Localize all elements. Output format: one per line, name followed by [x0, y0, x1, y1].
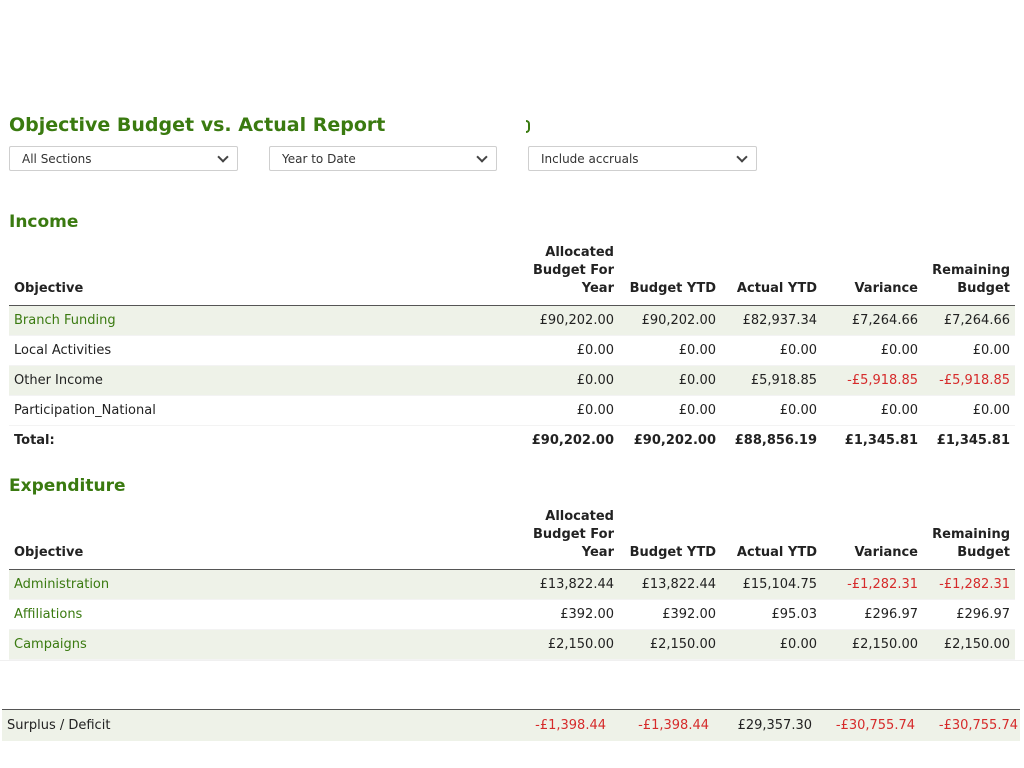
income-heading: Income	[9, 212, 79, 232]
cell-budget-ytd: £392.00	[619, 599, 721, 630]
col-actual-ytd: Actual YTD	[721, 508, 822, 570]
cell-allocated: £90,202.00	[517, 305, 619, 336]
total-allocated: £90,202.00	[531, 433, 614, 448]
accruals-select[interactable]: Include accruals	[528, 146, 757, 171]
col-remaining: Remaining Budget	[923, 508, 1015, 570]
cell-variance: £0.00	[822, 395, 923, 426]
col-variance: Variance	[822, 508, 923, 570]
cell-actual-ytd: £15,104.75	[721, 569, 822, 600]
page-title: Objective Budget vs. Actual Report	[9, 114, 386, 136]
total-budget-ytd: £90,202.00	[633, 433, 716, 448]
cell-remaining: £2,150.00	[923, 629, 1015, 660]
table-row: Campaigns £2,150.00 £2,150.00 £0.00 £2,1…	[9, 629, 1015, 660]
cell-budget-ytd: £90,202.00	[619, 305, 721, 336]
surplus-actual-ytd: £29,357.30	[737, 718, 812, 733]
col-objective: Objective	[9, 508, 517, 570]
surplus-budget-ytd: -£1,398.44	[638, 718, 709, 733]
chevron-down-icon	[217, 150, 229, 163]
cell-budget-ytd: £13,822.44	[619, 569, 721, 600]
divider	[0, 660, 1024, 661]
col-budget-ytd: Budget YTD	[619, 244, 721, 306]
total-remaining: £1,345.81	[936, 433, 1010, 448]
period-select-value: Year to Date	[282, 151, 356, 166]
col-remaining: Remaining Budget	[923, 244, 1015, 306]
cell-variance: £7,264.66	[822, 305, 923, 336]
surplus-deficit-row: Surplus / Deficit -£1,398.44 -£1,398.44 …	[2, 709, 1020, 741]
cell-allocated: £0.00	[517, 335, 619, 366]
objective-label: Local Activities	[9, 335, 517, 366]
total-label: Total:	[14, 433, 55, 448]
table-row: Local Activities £0.00 £0.00 £0.00 £0.00…	[9, 335, 1015, 366]
col-allocated: Allocated Budget For Year	[517, 244, 619, 306]
col-variance: Variance	[822, 244, 923, 306]
table-header: Objective Allocated Budget For Year Budget…	[9, 244, 1015, 306]
total-row: Total: £90,202.00 £90,202.00 £88,856.19 …	[9, 426, 1015, 456]
cell-remaining: -£5,918.85	[923, 365, 1015, 396]
chevron-down-icon	[476, 150, 488, 163]
cell-variance: £296.97	[822, 599, 923, 630]
cell-variance: £0.00	[822, 335, 923, 366]
cell-actual-ytd: £95.03	[721, 599, 822, 630]
cell-remaining: £0.00	[923, 335, 1015, 366]
cell-allocated: £2,150.00	[517, 629, 619, 660]
expenditure-table: Objective Allocated Budget For Year Budget…	[9, 508, 1015, 660]
table-row: Administration £13,822.44 £13,822.44 £15…	[9, 569, 1015, 600]
cell-allocated: £0.00	[517, 365, 619, 396]
cell-variance: -£1,282.31	[822, 569, 923, 600]
period-select[interactable]: Year to Date	[269, 146, 497, 171]
cell-actual-ytd: £0.00	[721, 629, 822, 660]
total-actual-ytd: £88,856.19	[734, 433, 817, 448]
surplus-remaining: -£30,755.74	[938, 718, 1018, 733]
objective-link[interactable]: Administration	[9, 569, 517, 600]
table-row: Affiliations £392.00 £392.00 £95.03 £296…	[9, 599, 1015, 630]
cell-allocated: £392.00	[517, 599, 619, 630]
income-table: Objective Allocated Budget For Year Budget…	[9, 244, 1015, 455]
table-row: Other Income £0.00 £0.00 £5,918.85 -£5,9…	[9, 365, 1015, 396]
cell-budget-ytd: £0.00	[619, 335, 721, 366]
expenditure-heading: Expenditure	[9, 476, 126, 496]
cell-budget-ytd: £2,150.00	[619, 629, 721, 660]
section-select-value: All Sections	[22, 151, 92, 166]
col-budget-ytd: Budget YTD	[619, 508, 721, 570]
section-select[interactable]: All Sections	[9, 146, 238, 171]
cell-variance: -£5,918.85	[822, 365, 923, 396]
surplus-allocated: -£1,398.44	[535, 718, 606, 733]
surplus-variance: -£30,755.74	[835, 718, 915, 733]
col-actual-ytd: Actual YTD	[721, 244, 822, 306]
surplus-label: Surplus / Deficit	[7, 718, 111, 733]
table-row: Branch Funding £90,202.00 £90,202.00 £82…	[9, 305, 1015, 336]
cell-variance: £2,150.00	[822, 629, 923, 660]
cell-remaining: -£1,282.31	[923, 569, 1015, 600]
col-allocated: Allocated Budget For Year	[517, 508, 619, 570]
cell-remaining: £296.97	[923, 599, 1015, 630]
table-header: Objective Allocated Budget For Year Budget…	[9, 508, 1015, 570]
cell-actual-ytd: £0.00	[721, 395, 822, 426]
chevron-down-icon	[736, 150, 748, 163]
cell-allocated: £13,822.44	[517, 569, 619, 600]
cell-allocated: £0.00	[517, 395, 619, 426]
cell-actual-ytd: £5,918.85	[721, 365, 822, 396]
partial-indicator	[526, 120, 530, 133]
cell-budget-ytd: £0.00	[619, 365, 721, 396]
cell-actual-ytd: £82,937.34	[721, 305, 822, 336]
total-variance: £1,345.81	[844, 433, 918, 448]
objective-label: Other Income	[9, 365, 517, 396]
cell-actual-ytd: £0.00	[721, 335, 822, 366]
objective-link[interactable]: Affiliations	[9, 599, 517, 630]
cell-remaining: £7,264.66	[923, 305, 1015, 336]
cell-remaining: £0.00	[923, 395, 1015, 426]
table-row: Participation_National £0.00 £0.00 £0.00…	[9, 395, 1015, 426]
accruals-select-value: Include accruals	[541, 151, 639, 166]
objective-link[interactable]: Campaigns	[9, 629, 517, 660]
col-objective: Objective	[9, 244, 517, 306]
cell-budget-ytd: £0.00	[619, 395, 721, 426]
objective-link[interactable]: Branch Funding	[9, 305, 517, 336]
objective-label: Participation_National	[9, 395, 517, 426]
